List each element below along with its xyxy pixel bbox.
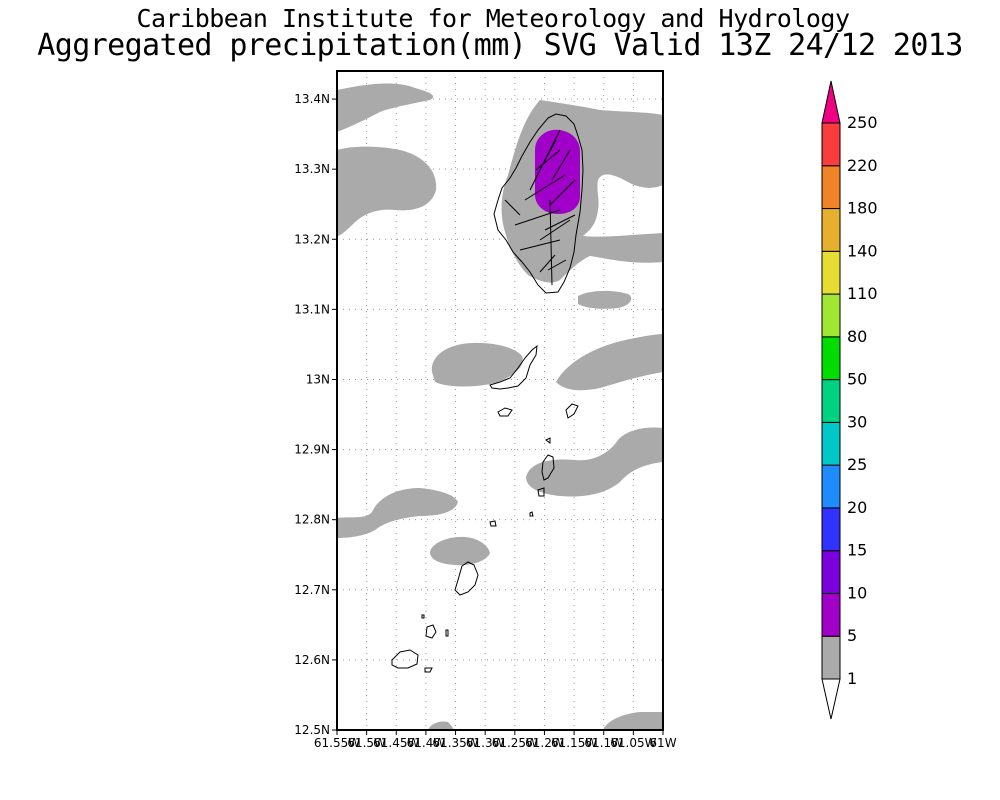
colorbar-segment: [821, 208, 841, 252]
colorbar-segment: [821, 336, 841, 381]
colorbar-label: 50: [847, 370, 867, 389]
lon-tick-label: 61.25W: [492, 736, 538, 750]
st-vincent-rivers: [504, 129, 576, 286]
colorbar-segment: [821, 250, 841, 295]
precip-area-east-ellipse: [578, 290, 632, 309]
grenadine-islet-chain: [454, 561, 479, 596]
colorbar-label: 220: [847, 156, 878, 175]
lon-tick-label: 61.1W: [584, 736, 623, 750]
colorbar-label: 140: [847, 241, 878, 260]
colorbar-label: 80: [847, 327, 867, 346]
lon-tick-label: 61.3W: [466, 736, 505, 750]
lon-tick-label: 61.45W: [373, 736, 419, 750]
petite-martinique: [421, 614, 449, 639]
lon-tick-label: 61.05W: [610, 736, 656, 750]
colorbar-label: 10: [847, 583, 867, 602]
lon-tick-label: 61.2W: [525, 736, 564, 750]
lon-tick-label: 61.15W: [551, 736, 597, 750]
colorbar-label: 180: [847, 199, 878, 218]
colorbar-label: 25: [847, 455, 867, 474]
lat-tick-label: 13N: [306, 372, 330, 386]
colorbar-segment: [821, 293, 841, 338]
grenada-north: [391, 649, 433, 673]
st-vincent-coast: [493, 113, 584, 294]
canouan-coast: [565, 403, 579, 419]
colorbar-low-arrow: [821, 678, 841, 720]
precip-area-nw-upper: [337, 83, 434, 132]
precip-areas: [337, 83, 663, 730]
precip-area-east-mid: [526, 427, 663, 497]
lat-tick-label: 13.4N: [294, 92, 330, 106]
precip-area-west-band: [337, 488, 458, 538]
lat-tick-label: 13.1N: [294, 302, 330, 316]
map-frame: [336, 70, 664, 731]
coastlines: [391, 113, 584, 673]
colorbar-label: 30: [847, 412, 867, 431]
colorbar-label: 5: [847, 626, 857, 645]
precip-area-nw-lower: [337, 146, 437, 236]
colorbar-label: 15: [847, 541, 867, 560]
colorbar-segment: [821, 379, 841, 423]
colorbar-high-arrow: [821, 80, 841, 124]
colorbar-label: 110: [847, 284, 878, 303]
mustique-coast: [497, 407, 513, 417]
precip-area-south-edge: [428, 721, 454, 730]
institute-title: Caribbean Institute for Meteorology and …: [136, 4, 850, 33]
precip-area-center-right: [556, 334, 663, 391]
colorbar-segment: [821, 592, 841, 637]
colorbar-label: 250: [847, 113, 878, 132]
lat-tick-label: 12.6N: [294, 653, 330, 667]
precip-area-se-corner: [603, 712, 663, 730]
carriacou-coast: [489, 511, 534, 527]
colorbar-segment: [821, 122, 841, 167]
lat-tick-label: 12.5N: [294, 723, 330, 737]
lat-tick-label: 12.8N: [294, 513, 330, 527]
precip-area-moderate-core: [535, 129, 580, 214]
colorbar-segment: [821, 550, 841, 594]
colorbar-segment: [821, 507, 841, 552]
colorbar-segment: [821, 464, 841, 509]
latitude-axis: 13.4N 13.3N 13.2N 13.1N 13N 12.9N 12.8N 12.7N 12…: [294, 92, 337, 737]
lat-tick-label: 12.9N: [294, 443, 330, 457]
colorbar-label: 1: [847, 669, 857, 688]
colorbar-label: 20: [847, 498, 867, 517]
precip-area-center-left: [431, 342, 523, 387]
lat-tick-label: 12.7N: [294, 583, 330, 597]
lon-tick-label: 61.35W: [432, 736, 478, 750]
colorbar-segment: [821, 421, 841, 466]
precip-area-south-blob: [430, 536, 490, 566]
longitude-axis: 61.55W61.5W61.45W61.4W61.35W61.3W61.25W6…: [314, 730, 677, 750]
lon-tick-label: 61W: [649, 736, 676, 750]
bequia-coast: [489, 344, 538, 390]
lon-tick-label: 61.5W: [347, 736, 386, 750]
lat-tick-label: 13.3N: [294, 162, 330, 176]
lat-tick-label: 13.2N: [294, 232, 330, 246]
lon-tick-label: 61.4W: [407, 736, 446, 750]
colorbar-segment: [821, 635, 841, 680]
colorbar-segment: [821, 165, 841, 210]
product-title: Aggregated precipitation(mm) SVG Valid 1…: [37, 28, 963, 63]
union-islands: [537, 437, 555, 497]
lon-tick-label: 61.55W: [314, 736, 360, 750]
